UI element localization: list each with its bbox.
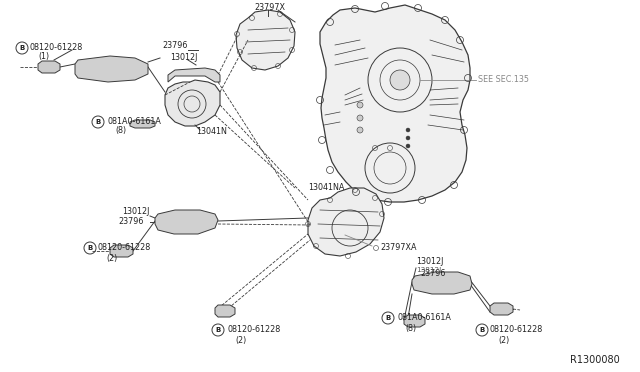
Circle shape (357, 115, 363, 121)
Text: B: B (95, 119, 100, 125)
Text: 13012J: 13012J (170, 54, 197, 62)
Text: 08120-61228: 08120-61228 (98, 244, 151, 253)
Text: B: B (88, 245, 93, 251)
Polygon shape (412, 272, 472, 294)
Text: B: B (479, 327, 484, 333)
Text: 23797XA: 23797XA (380, 244, 417, 253)
Text: (2): (2) (235, 336, 246, 344)
Text: (2): (2) (106, 253, 117, 263)
Text: B: B (216, 327, 221, 333)
Polygon shape (75, 56, 148, 82)
Circle shape (357, 102, 363, 108)
Circle shape (406, 144, 410, 148)
Polygon shape (308, 188, 384, 256)
Polygon shape (168, 68, 220, 82)
Text: 081A0-6161A: 081A0-6161A (107, 118, 161, 126)
Text: 13041NA: 13041NA (308, 183, 344, 192)
Text: 13812J: 13812J (416, 267, 441, 273)
Text: 23796: 23796 (118, 218, 143, 227)
Text: 23797X: 23797X (255, 3, 285, 13)
Polygon shape (404, 315, 425, 327)
Polygon shape (490, 303, 513, 315)
Text: 13012J: 13012J (416, 257, 444, 266)
Polygon shape (155, 210, 218, 234)
Text: (8): (8) (115, 126, 126, 135)
Circle shape (406, 136, 410, 140)
Text: 23796: 23796 (162, 42, 188, 51)
Circle shape (406, 128, 410, 132)
Polygon shape (320, 5, 470, 202)
Text: 08120-61228: 08120-61228 (490, 326, 543, 334)
Text: 08120-61228: 08120-61228 (30, 44, 83, 52)
Text: (8): (8) (405, 324, 416, 333)
Circle shape (357, 127, 363, 133)
Circle shape (390, 70, 410, 90)
Polygon shape (215, 305, 235, 317)
Text: B: B (385, 315, 390, 321)
Text: 08120-61228: 08120-61228 (227, 326, 280, 334)
Text: R1300080: R1300080 (570, 355, 620, 365)
Polygon shape (165, 80, 220, 126)
Text: (1): (1) (38, 52, 49, 61)
Polygon shape (130, 120, 155, 128)
Text: 13041N: 13041N (196, 128, 227, 137)
Text: (2): (2) (498, 336, 509, 344)
Text: 081A0-6161A: 081A0-6161A (397, 314, 451, 323)
Text: 13012J: 13012J (122, 208, 149, 217)
Text: SEE SEC.135: SEE SEC.135 (478, 76, 529, 84)
Text: B: B (19, 45, 24, 51)
Text: 23796: 23796 (420, 269, 445, 279)
Polygon shape (110, 245, 133, 257)
Polygon shape (38, 61, 60, 73)
Polygon shape (236, 10, 295, 70)
